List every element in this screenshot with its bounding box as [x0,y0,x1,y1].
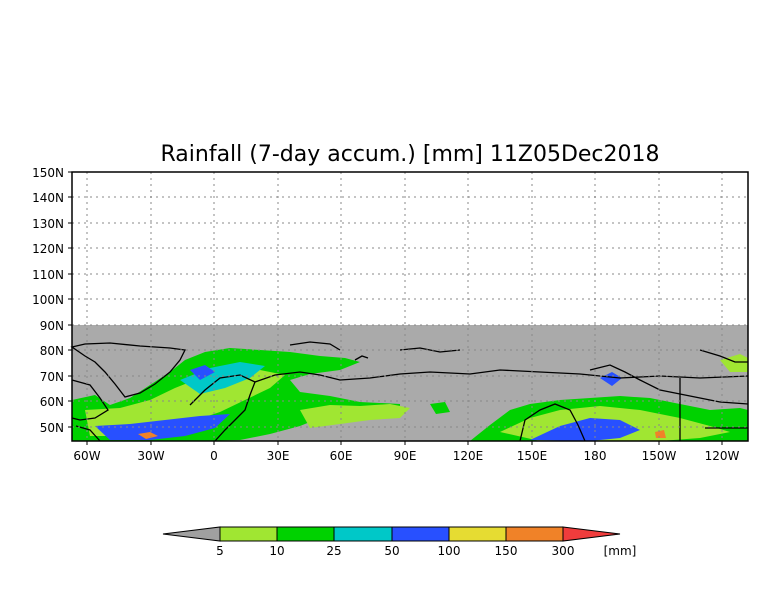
lat-labels: 150N 140N 130N 120N 110N 100N 90N 80N 70… [32,166,64,435]
lat-label: 60N [40,395,64,409]
colorbar-label: 150 [495,544,518,558]
colorbar-high-triangle [562,526,621,542]
colorbar-label: 50 [384,544,399,558]
grid-lines [72,172,748,441]
lat-label: 110N [32,268,64,282]
colorbar-low-triangle [162,526,221,542]
lat-label: 150N [32,166,64,180]
lon-label: 120E [453,449,484,463]
lat-label: 130N [32,217,64,231]
colorbar-labels: 5 10 25 50 100 150 300 [mm] [216,544,636,558]
colorbar-segment [219,526,278,542]
colorbar-segment [448,526,507,542]
lat-label: 100N [32,293,64,307]
lon-label: 120W [705,449,740,463]
colorbar-label: 10 [269,544,284,558]
lon-label: 60W [73,449,100,463]
lat-label: 80N [40,344,64,358]
lat-label: 70N [40,370,64,384]
lon-label: 60E [330,449,353,463]
tick-marks [68,171,723,445]
colorbar-segment [391,526,450,542]
lon-label: 0 [210,449,218,463]
colorbar-segment [276,526,335,542]
colorbar-unit: [mm] [604,544,637,558]
colorbar-segment [333,526,393,542]
colorbar-segment [505,526,564,542]
lon-label: 90E [394,449,417,463]
rainfall-field [72,348,748,441]
lon-labels: 60W 30W 0 30E 60E 90E 120E 150E 180 150W… [73,449,739,463]
plot-frame [71,171,749,442]
lat-label: 140N [32,191,64,205]
colorbar-label: 300 [552,544,575,558]
colorbar-label: 100 [438,544,461,558]
lat-label: 90N [40,319,64,333]
lat-label: 50N [40,421,64,435]
colorbar-label: 5 [216,544,224,558]
lon-label: 150E [517,449,548,463]
lon-label: 180 [584,449,607,463]
colorbar [162,526,621,542]
lon-label: 30W [137,449,164,463]
lon-label: 30E [267,449,290,463]
lat-label: 120N [32,242,64,256]
colorbar-label: 25 [326,544,341,558]
lon-label: 150W [642,449,677,463]
map-title: Rainfall (7-day accum.) [mm] 11Z05Dec201… [160,142,659,167]
